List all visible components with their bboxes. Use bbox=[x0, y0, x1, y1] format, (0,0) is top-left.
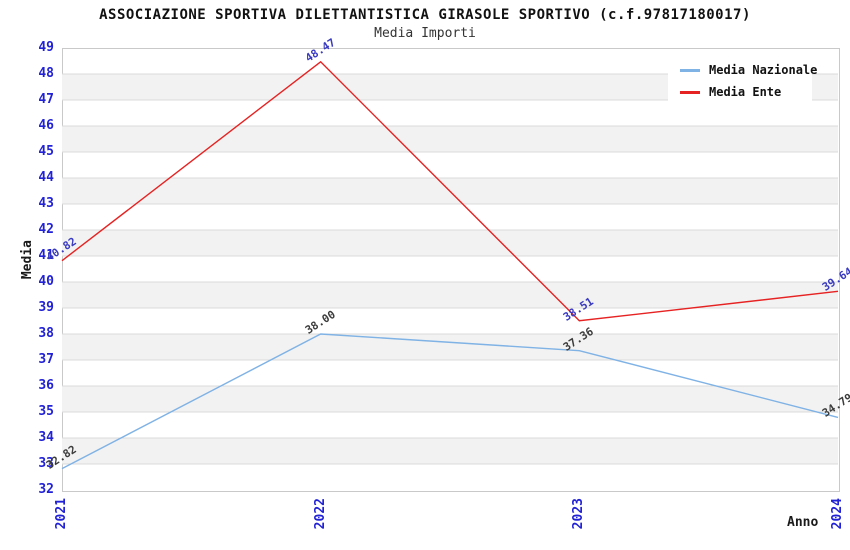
y-axis-tick: 34 bbox=[38, 430, 54, 445]
legend-line-swatch-nazionale bbox=[680, 68, 700, 72]
x-axis-label: Anno bbox=[787, 515, 819, 530]
grid-band bbox=[62, 282, 838, 308]
y-axis-tick: 49 bbox=[38, 40, 54, 55]
legend-line-swatch-ente bbox=[680, 90, 700, 94]
chart-title: ASSOCIAZIONE SPORTIVA DILETTANTISTICA GI… bbox=[99, 7, 751, 23]
y-axis-tick: 47 bbox=[38, 92, 54, 107]
x-axis-tick: 2024 bbox=[830, 498, 845, 530]
y-axis-tick: 33 bbox=[38, 456, 54, 471]
legend-item-media-ente: Media Ente bbox=[680, 81, 812, 103]
y-axis-tick: 44 bbox=[38, 170, 54, 185]
legend-label-ente: Media Ente bbox=[709, 85, 782, 99]
grid-band bbox=[62, 334, 838, 360]
y-axis-tick: 45 bbox=[38, 144, 54, 159]
y-axis-tick: 42 bbox=[38, 222, 54, 237]
y-axis-tick: 32 bbox=[38, 482, 54, 497]
legend: Media Nazionale Media Ente bbox=[668, 55, 817, 109]
series-line-1 bbox=[61, 60, 839, 322]
x-axis-tick: 2023 bbox=[571, 498, 587, 530]
y-axis-tick: 38 bbox=[38, 326, 54, 341]
legend-label-nazionale: Media Nazionale bbox=[709, 63, 818, 77]
y-axis-tick: 35 bbox=[38, 404, 54, 419]
chart-subtitle: Media Importi bbox=[374, 26, 476, 41]
y-axis-tick: 36 bbox=[38, 378, 54, 393]
x-axis-tick: 2021 bbox=[54, 498, 69, 530]
series-line-0 bbox=[61, 333, 839, 470]
y-axis-tick: 39 bbox=[38, 300, 54, 315]
y-axis-tick: 37 bbox=[38, 352, 54, 367]
y-axis-tick: 41 bbox=[38, 248, 54, 263]
y-axis-tick: 46 bbox=[38, 118, 54, 133]
grid-band bbox=[62, 438, 838, 464]
y-axis-tick: 43 bbox=[38, 196, 54, 211]
plot-area bbox=[62, 48, 840, 492]
y-axis-tick: 40 bbox=[38, 274, 54, 289]
grid-band bbox=[62, 230, 838, 256]
x-axis-tick: 2022 bbox=[312, 498, 328, 530]
grid-band bbox=[62, 126, 838, 152]
grid-band bbox=[62, 386, 838, 412]
y-axis-tick: 48 bbox=[38, 66, 54, 81]
legend-item-media-nazionale: Media Nazionale bbox=[680, 59, 817, 81]
